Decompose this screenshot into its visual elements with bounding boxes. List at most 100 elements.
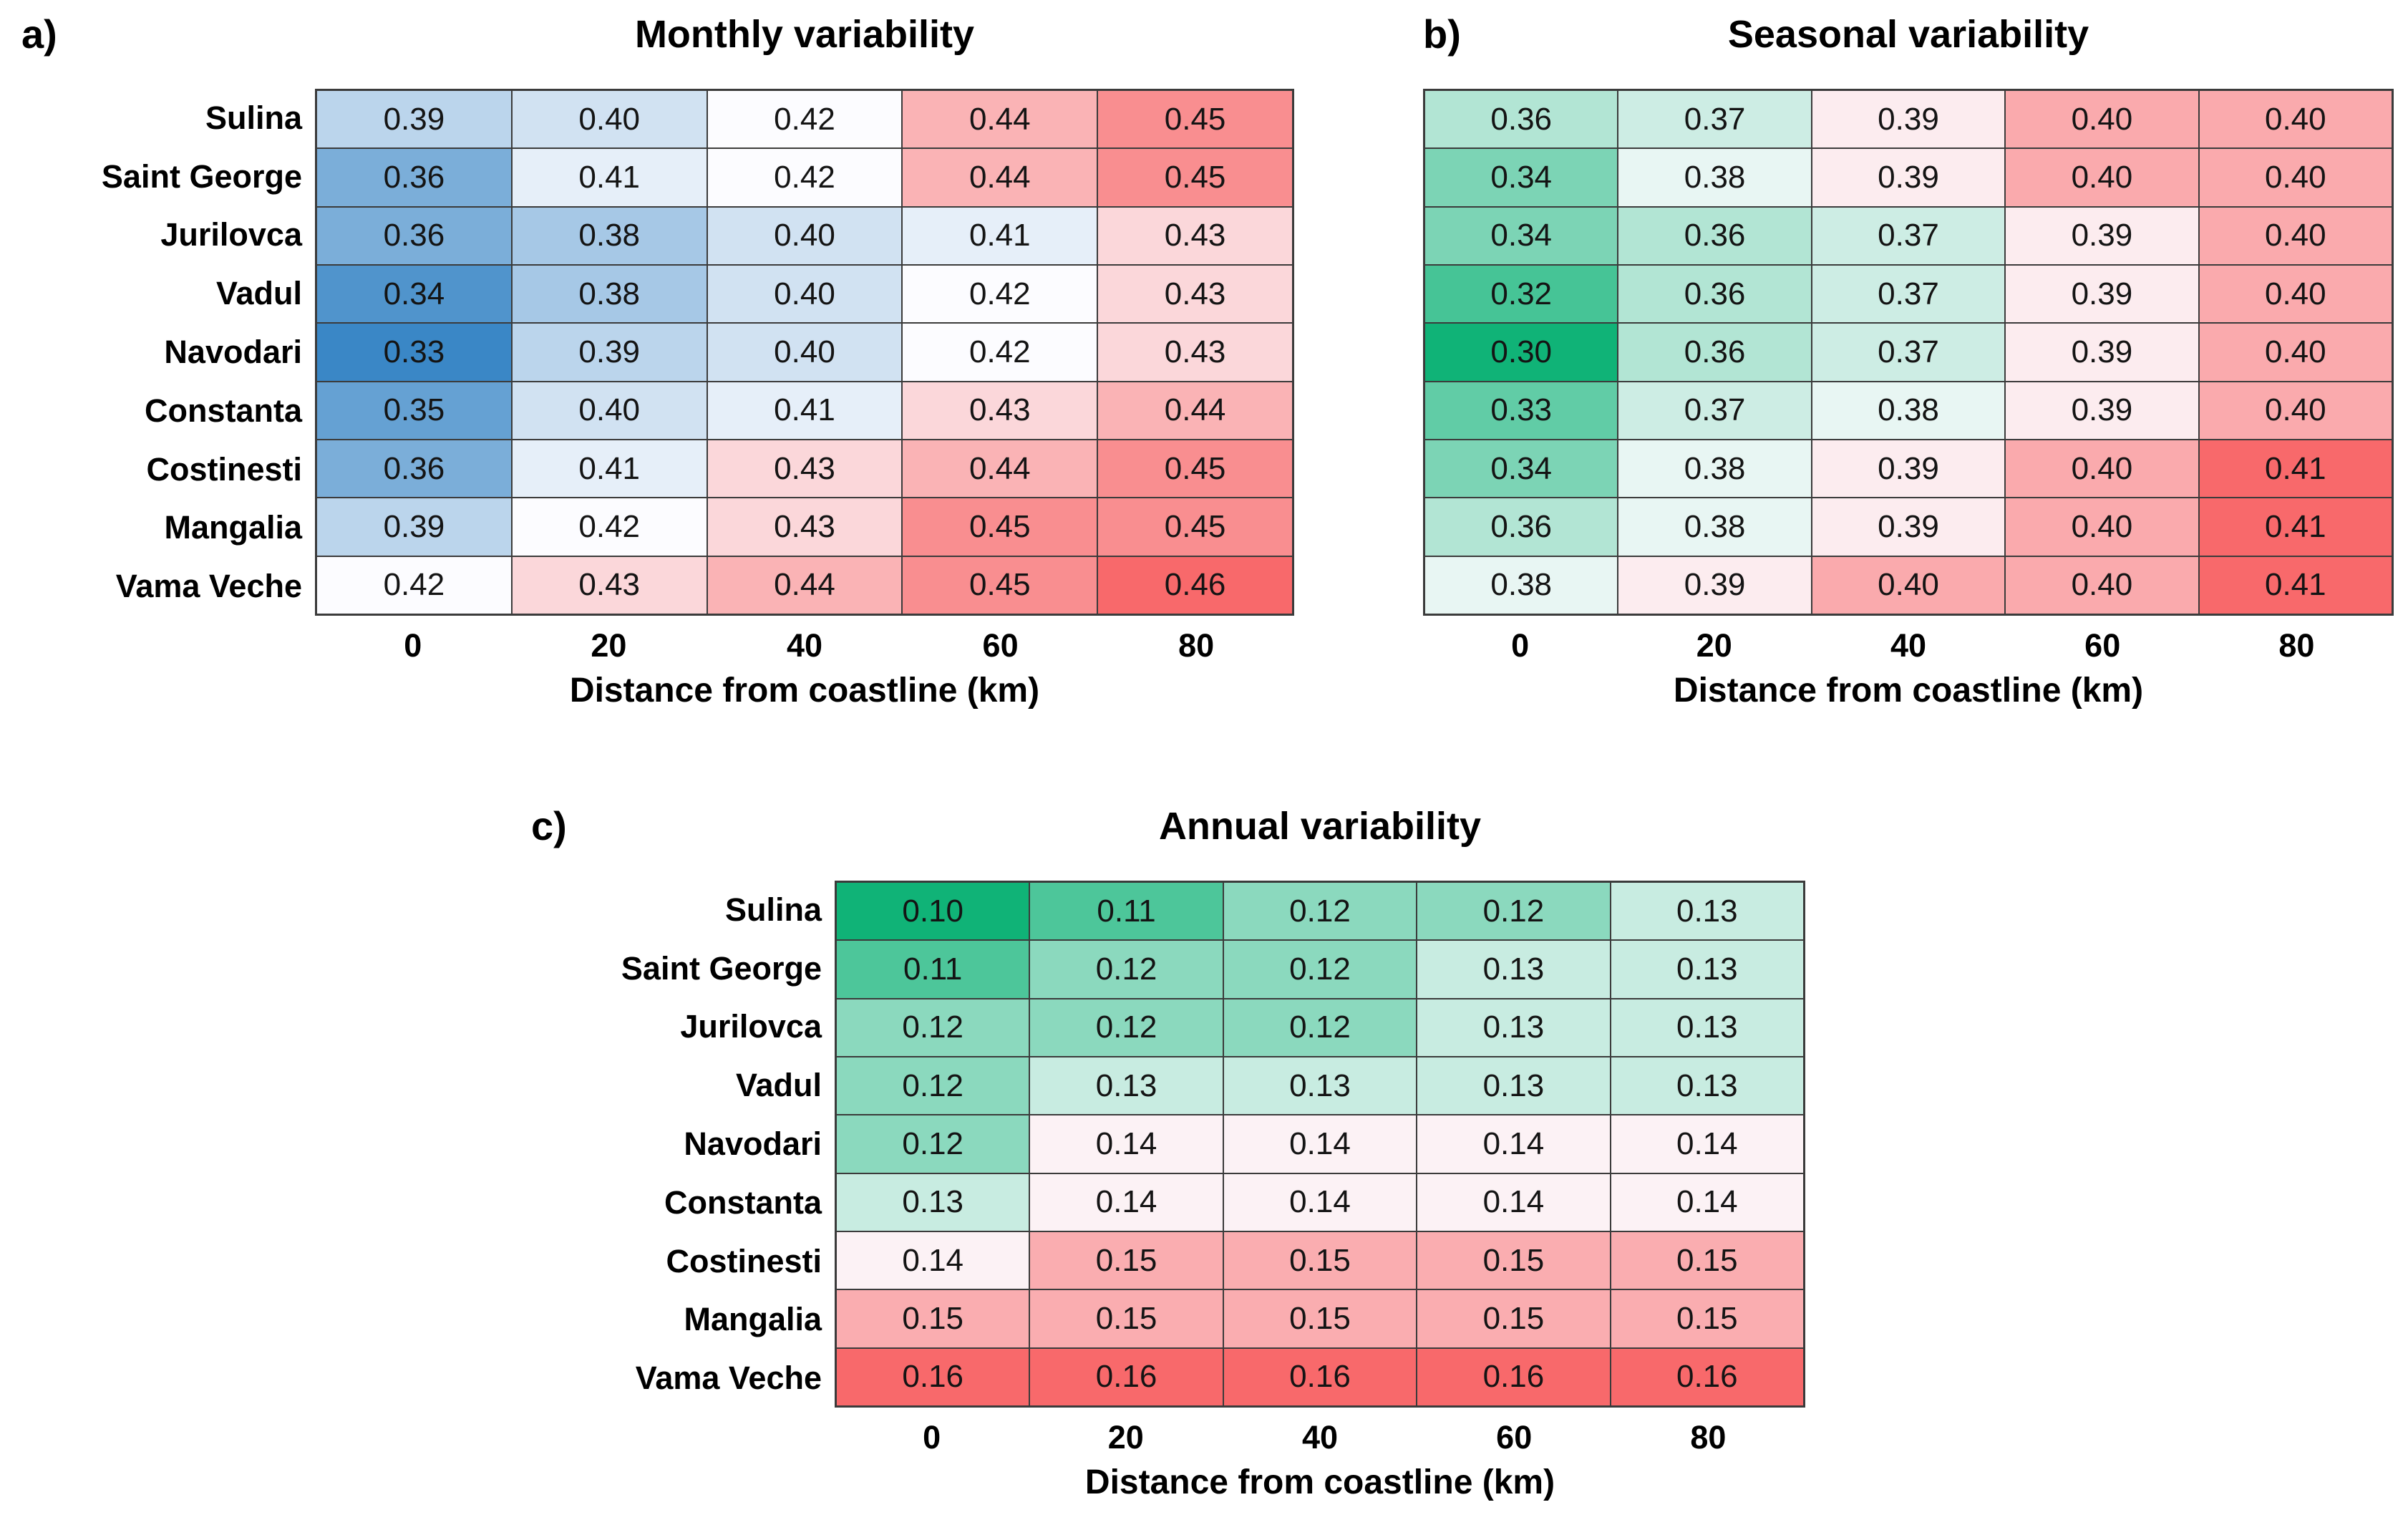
heatmap-cell: 0.37 [1811,265,2006,324]
heatmap-cell: 0.13 [1610,940,1804,999]
panel-letter-a: a) [21,11,57,57]
heatmap-cell: 0.38 [511,265,707,324]
heatmap-cell: 0.43 [511,556,707,614]
heatmap-cell: 0.42 [707,90,903,149]
heatmap-cell: 0.12 [1029,998,1223,1057]
heatmap-cell: 0.12 [836,998,1030,1057]
heatmap-cell: 0.40 [2005,148,2199,207]
heatmap-cell: 0.15 [1029,1289,1223,1348]
heatmap-cell: 0.45 [1097,498,1293,556]
x-tick: 40 [786,627,823,664]
heatmap-cell: 0.12 [1223,940,1417,999]
heatmap-cell: 0.43 [902,381,1098,440]
heatmap-cell: 0.46 [1097,556,1293,614]
heatmap-cell: 0.45 [1097,148,1293,207]
x-axis-label: Distance from coastline (km) [569,672,1040,710]
row-label: Navodari [164,334,302,371]
panel-letter-c: c) [531,803,567,848]
heatmap-cell: 0.39 [1618,556,1812,614]
heatmap-cell: 0.14 [1417,1115,1611,1173]
x-tick: 80 [1690,1419,1727,1456]
heatmap-cell: 0.14 [1610,1173,1804,1231]
panel-seasonal-variability: b) Seasonal variability 0.36 0.37 0.39 0.40… [1423,11,2394,710]
heatmap-cell: 0.39 [511,323,707,382]
heatmap-cell: 0.14 [1223,1115,1417,1173]
x-axis-ticks: 0 20 40 60 80 [835,1419,1805,1456]
heatmap-cell: 0.37 [1811,206,2006,265]
heatmap-cell: 0.13 [836,1173,1030,1231]
heatmap-cell: 0.40 [2198,206,2392,265]
heatmap-cell: 0.41 [2198,556,2392,614]
heatmap-cell: 0.38 [511,206,707,265]
row-label: Vadul [215,275,302,312]
heatmap-cell: 0.36 [316,440,512,498]
heatmap-cell: 0.36 [1618,206,1812,265]
heatmap-cell: 0.13 [1417,998,1611,1057]
heatmap-cell: 0.41 [902,206,1098,265]
x-tick: 40 [1890,627,1927,664]
x-tick: 80 [2278,627,2315,664]
heatmap-cell: 0.45 [1097,440,1293,498]
row-labels: Sulina Saint George Jurilovca Vadul Navodari… [21,89,315,616]
heatmap-cell: 0.37 [1618,90,1812,149]
heatmap-cell: 0.14 [1029,1115,1223,1173]
heatmap-cell: 0.39 [1811,90,2006,149]
heatmap-cell: 0.38 [1424,556,1618,614]
heatmap-cell: 0.14 [1417,1173,1611,1231]
heatmap-cell: 0.13 [1029,1057,1223,1115]
x-tick: 60 [1496,1419,1533,1456]
x-tick: 20 [591,627,627,664]
heatmap-cell: 0.14 [836,1231,1030,1290]
heatmap-cell: 0.39 [316,90,512,149]
row-label: Jurilovca [680,1008,822,1045]
x-tick: 60 [982,627,1019,664]
heatmap-cell: 0.13 [1610,998,1804,1057]
x-axis-ticks: 0 20 40 60 80 [1423,627,2394,664]
heatmap-cell: 0.43 [1097,265,1293,324]
heatmap-cell: 0.30 [1424,323,1618,382]
row-label: Sulina [724,891,822,928]
row-label: Saint George [101,158,302,195]
heatmap-cell: 0.38 [1618,498,1812,556]
panel-letter-b: b) [1423,11,1461,57]
heatmap-cell: 0.13 [1417,940,1611,999]
heatmap-seasonal: 0.36 0.37 0.39 0.40 0.40 0.34 0.38 0.39 0.40 0.40… [1423,89,2394,616]
heatmap-cell: 0.39 [1811,440,2006,498]
heatmap-cell: 0.12 [1417,882,1611,941]
heatmap-cell: 0.36 [1424,498,1618,556]
heatmap-cell: 0.39 [2005,206,2199,265]
heatmap-cell: 0.32 [1424,265,1618,324]
heatmap-cell: 0.42 [902,265,1098,324]
heatmap-cell: 0.39 [2005,265,2199,324]
row-label: Vama Veche [635,1360,822,1397]
heatmap-cell: 0.12 [1029,940,1223,999]
x-axis-ticks: 0 20 40 60 80 [315,627,1294,664]
heatmap-cell: 0.37 [1618,381,1812,440]
heatmap-cell: 0.40 [707,265,903,324]
heatmap-cell: 0.40 [2005,498,2199,556]
heatmap-cell: 0.44 [902,148,1098,207]
heatmap-cell: 0.42 [707,148,903,207]
heatmap-cell: 0.16 [1417,1347,1611,1406]
heatmap-cell: 0.40 [1811,556,2006,614]
heatmap-cell: 0.14 [1223,1173,1417,1231]
heatmap-cell: 0.38 [1811,381,2006,440]
heatmap-cell: 0.15 [1610,1231,1804,1290]
heatmap-cell: 0.41 [511,440,707,498]
heatmap-cell: 0.44 [902,90,1098,149]
chart-title-monthly: Monthly variability [634,13,975,56]
heatmap-cell: 0.11 [1029,882,1223,941]
heatmap-cell: 0.44 [902,440,1098,498]
heatmap-cell: 0.45 [902,556,1098,614]
row-label: Navodari [684,1125,822,1163]
heatmap-cell: 0.43 [1097,206,1293,265]
row-labels: Sulina Saint George Jurilovca Vadul Navodari… [531,881,835,1408]
heatmap-cell: 0.35 [316,381,512,440]
heatmap-cell: 0.39 [316,498,512,556]
heatmap-cell: 0.38 [1618,440,1812,498]
heatmap-cell: 0.14 [1610,1115,1804,1173]
heatmap-cell: 0.39 [1811,498,2006,556]
heatmap-cell: 0.12 [1223,882,1417,941]
heatmap-cell: 0.15 [1223,1289,1417,1348]
heatmap-cell: 0.40 [2198,381,2392,440]
